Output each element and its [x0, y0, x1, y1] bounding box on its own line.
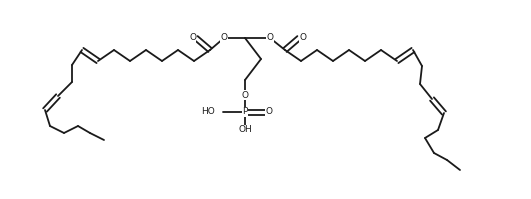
- Text: O: O: [299, 33, 306, 43]
- Text: O: O: [242, 91, 249, 100]
- Text: HO: HO: [201, 107, 215, 116]
- Text: O: O: [189, 33, 196, 43]
- Text: OH: OH: [238, 126, 252, 135]
- Text: O: O: [220, 33, 227, 43]
- Text: O: O: [265, 107, 272, 116]
- Text: P: P: [242, 107, 247, 116]
- Text: O: O: [267, 33, 273, 43]
